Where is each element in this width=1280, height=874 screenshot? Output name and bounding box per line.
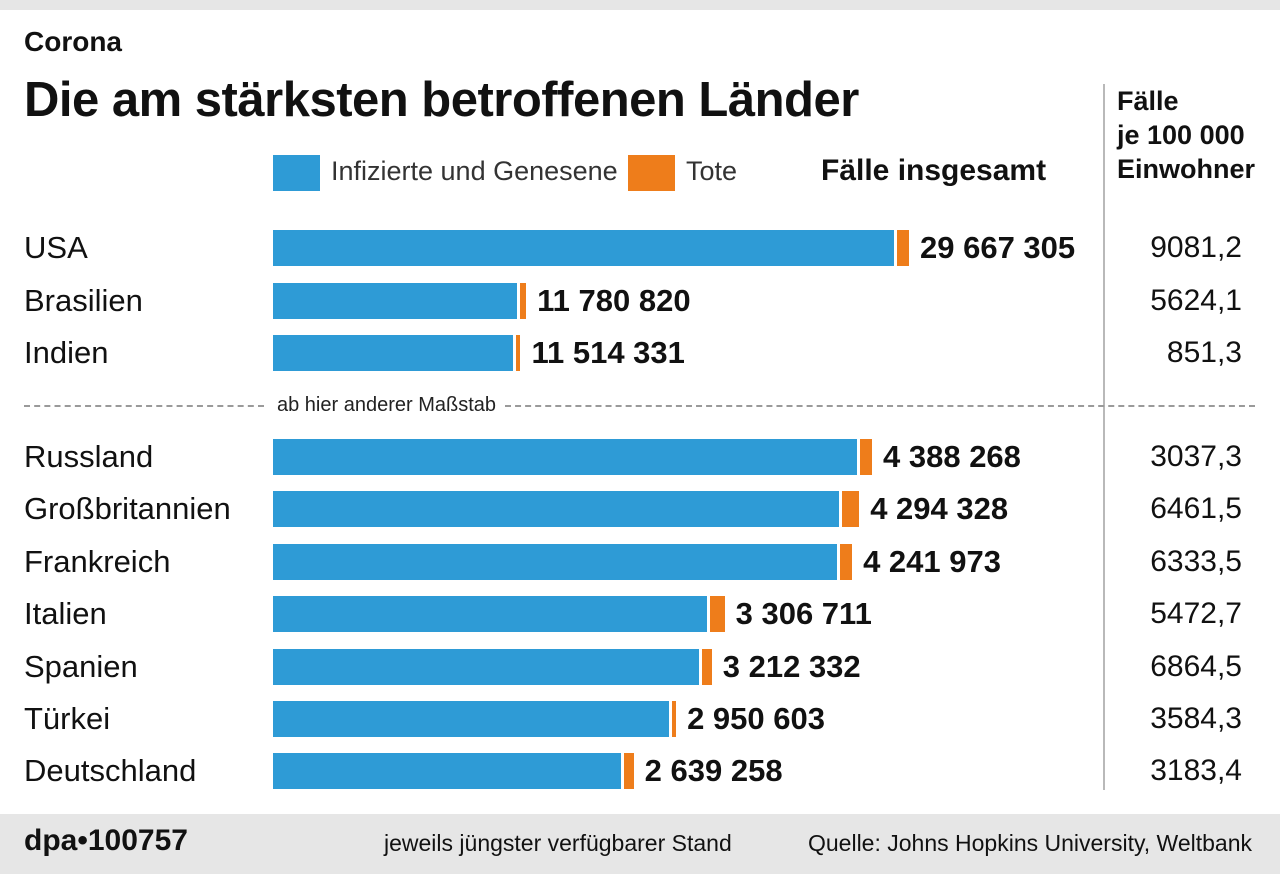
per-capita-value: 3037,3: [1150, 440, 1242, 473]
country-label: Spanien: [24, 649, 138, 684]
source-note: Quelle: Johns Hopkins University, Weltba…: [807, 830, 1252, 856]
per-capita-value: 3584,3: [1150, 702, 1242, 735]
bar-deaths-frankreich: [839, 544, 853, 580]
total-value: 4 388 268: [883, 439, 1021, 474]
per-capita-value: 6461,5: [1150, 492, 1242, 525]
country-label: USA: [24, 230, 88, 265]
per-capita-heading: Fälle je 100 000 Einwohner: [1117, 84, 1277, 186]
country-label: Großbritannien: [24, 491, 231, 526]
data-stand-note: jeweils jüngster verfügbarer Stand: [384, 830, 732, 856]
total-value: 2 639 258: [644, 753, 783, 788]
total-value: 3 306 711: [735, 596, 872, 631]
per-capita-value: 5624,1: [1150, 284, 1242, 317]
scale-note: ab hier anderer Maßstab: [274, 394, 500, 417]
bar-deaths-brasilien: [520, 283, 527, 319]
legend-infected-swatch: [273, 155, 320, 191]
bar-deaths-usa: [897, 230, 909, 266]
footer: dpa•100757 jeweils jüngster verfügbarer …: [0, 814, 1280, 874]
column-divider: [1103, 84, 1105, 790]
bar-deaths-russland: [859, 439, 872, 475]
bar-deaths-italien: [710, 596, 725, 632]
country-label: Türkei: [24, 701, 111, 736]
bar-deaths-spanien: [701, 649, 712, 685]
country-label: Brasilien: [24, 283, 143, 318]
legend-infected-label: Infizierte und Genesene: [331, 156, 618, 186]
bar-infected-großbritannien: [273, 491, 840, 527]
country-label: Italien: [24, 596, 107, 631]
per-capita-heading-line: Einwohner: [1117, 154, 1256, 184]
bar-infected-italien: [273, 596, 708, 632]
scale-divider-right: [505, 405, 1255, 407]
kicker: Corona: [24, 26, 122, 57]
per-capita-heading-line: je 100 000: [1117, 120, 1245, 150]
legend-deaths-swatch: [628, 155, 675, 191]
bar-infected-russland: [273, 439, 857, 475]
bar-infected-spanien: [273, 649, 699, 685]
country-label: Deutschland: [24, 753, 197, 788]
total-value: 4 241 973: [863, 544, 1001, 579]
country-label: Russland: [24, 439, 154, 474]
total-value: 11 514 331: [531, 335, 685, 370]
bar-infected-türkei: [273, 701, 669, 737]
per-capita-value: 5472,7: [1150, 597, 1242, 630]
scale-divider-left: [24, 405, 264, 407]
total-value: 4 294 328: [870, 491, 1009, 526]
total-heading: Fälle insgesamt: [821, 154, 1047, 187]
bar-infected-usa: [273, 230, 895, 266]
per-capita-value: 9081,2: [1150, 231, 1242, 264]
country-label: Indien: [24, 335, 109, 370]
country-label: Frankreich: [24, 544, 171, 579]
bar-deaths-großbritannien: [842, 491, 860, 527]
bar-deaths-türkei: [671, 701, 677, 737]
bar-infected-frankreich: [273, 544, 837, 580]
total-value: 2 950 603: [687, 701, 825, 736]
per-capita-value: 851,3: [1166, 336, 1242, 369]
per-capita-heading-line: Fälle: [1117, 86, 1179, 116]
per-capita-value: 6333,5: [1150, 545, 1242, 578]
bar-infected-brasilien: [273, 283, 517, 319]
per-capita-value: 3183,4: [1150, 754, 1242, 787]
per-capita-value: 6864,5: [1150, 650, 1242, 683]
total-value: 3 212 332: [722, 649, 861, 684]
bar-infected-deutschland: [273, 753, 621, 789]
bar-infected-indien: [273, 335, 514, 371]
graphic-id: dpa•100757: [24, 824, 188, 857]
total-value: 29 667 305: [920, 230, 1076, 265]
top-band: [0, 0, 1280, 10]
legend-deaths-label: Tote: [686, 156, 738, 186]
total-value: 11 780 820: [537, 283, 691, 318]
bar-deaths-indien: [516, 335, 521, 371]
chart-title: Die am stärksten betroffenen Länder: [24, 73, 859, 127]
bar-deaths-deutschland: [623, 753, 634, 789]
